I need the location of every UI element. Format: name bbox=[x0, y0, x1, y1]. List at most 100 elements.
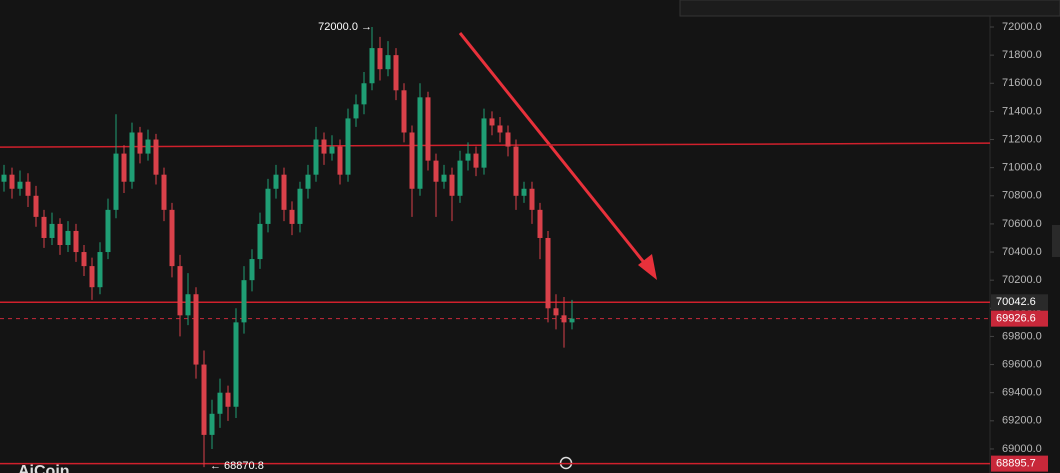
candle-body bbox=[57, 223, 63, 246]
candle-body bbox=[433, 160, 439, 182]
candle-body bbox=[513, 146, 519, 196]
candle-body bbox=[289, 209, 295, 224]
y-tick-label: 69600.0 bbox=[1002, 358, 1042, 370]
candle-body bbox=[409, 132, 415, 189]
candle-body bbox=[97, 252, 103, 288]
candle-body bbox=[73, 230, 79, 253]
candle-body bbox=[81, 252, 87, 267]
candle-body bbox=[561, 315, 567, 323]
candle-body bbox=[457, 160, 463, 196]
candle-body bbox=[121, 153, 127, 182]
candle-body bbox=[241, 280, 247, 323]
candle-body bbox=[17, 181, 23, 189]
candle-body bbox=[553, 308, 559, 316]
candle-body bbox=[353, 104, 359, 119]
y-tick-label: 71600.0 bbox=[1002, 77, 1042, 89]
candle-body bbox=[129, 132, 135, 182]
candle-body bbox=[521, 188, 527, 196]
candle-body bbox=[225, 392, 231, 407]
y-tick-label: 69000.0 bbox=[1002, 443, 1042, 455]
high-annotation: 72000.0 → bbox=[318, 21, 372, 33]
y-tick-label: 71200.0 bbox=[1002, 133, 1042, 145]
candle-body bbox=[185, 294, 191, 316]
last-price-label: 69926.6 bbox=[996, 313, 1036, 325]
candle-body bbox=[345, 118, 351, 175]
y-tick-label: 70600.0 bbox=[1002, 218, 1042, 230]
candle-body bbox=[145, 139, 151, 154]
y-tick-label: 69400.0 bbox=[1002, 387, 1042, 399]
price-label: 70042.6 bbox=[996, 296, 1036, 308]
price-label-box bbox=[991, 294, 1048, 311]
candle-body bbox=[441, 174, 447, 182]
candle-body bbox=[257, 223, 263, 260]
scroll-handle[interactable] bbox=[1052, 225, 1060, 257]
y-tick-label: 69200.0 bbox=[1002, 415, 1042, 427]
candle-body bbox=[489, 118, 495, 126]
candle-body bbox=[193, 294, 199, 365]
candle-body bbox=[473, 153, 479, 168]
candle-body bbox=[529, 188, 535, 210]
candle-body bbox=[545, 237, 551, 309]
toolbar[interactable] bbox=[679, 0, 1060, 17]
y-tick-label: 69800.0 bbox=[1002, 330, 1042, 342]
y-tick-label: 70400.0 bbox=[1002, 246, 1042, 258]
y-tick-label: 71800.0 bbox=[1002, 49, 1042, 61]
candle-body bbox=[65, 230, 71, 246]
candle-body bbox=[89, 266, 95, 288]
watermark: AiCoin bbox=[18, 463, 70, 473]
candle-body bbox=[177, 266, 183, 316]
low-annotation: ← 68870.8 bbox=[210, 460, 264, 472]
candle-body bbox=[9, 174, 15, 189]
y-tick-label: 70800.0 bbox=[1002, 190, 1042, 202]
candle-body bbox=[505, 132, 511, 147]
candle-body bbox=[377, 48, 383, 70]
candle-body bbox=[313, 139, 319, 175]
y-tick-label: 71000.0 bbox=[1002, 162, 1042, 174]
candle-body bbox=[417, 97, 423, 189]
candle-body bbox=[233, 322, 239, 407]
candle-body bbox=[201, 364, 207, 435]
candle-body bbox=[209, 413, 215, 435]
candle-body bbox=[569, 318, 575, 323]
candle-body bbox=[481, 118, 487, 168]
candle-body bbox=[393, 55, 399, 91]
candle-body bbox=[161, 174, 167, 210]
candle-body bbox=[361, 83, 367, 105]
candle-body bbox=[329, 146, 335, 154]
candle-body bbox=[49, 223, 55, 238]
candle-body bbox=[153, 139, 159, 175]
candle-body bbox=[265, 188, 271, 224]
y-tick-label: 70200.0 bbox=[1002, 274, 1042, 286]
price-label-box bbox=[991, 455, 1048, 472]
candle-body bbox=[369, 48, 375, 84]
price-label: 68895.7 bbox=[996, 458, 1036, 470]
last-price-box bbox=[991, 310, 1048, 327]
arrow-head bbox=[638, 254, 657, 280]
candle-body bbox=[385, 55, 391, 70]
y-tick-label: 72000.0 bbox=[1002, 21, 1042, 33]
candle-body bbox=[401, 90, 407, 133]
candle-body bbox=[425, 97, 431, 161]
candle-body bbox=[25, 181, 31, 196]
candle-body bbox=[137, 132, 143, 154]
candle-body bbox=[33, 195, 39, 217]
candle-body bbox=[449, 174, 455, 196]
candle-body bbox=[497, 125, 503, 133]
candle-body bbox=[281, 174, 287, 210]
candle-body bbox=[321, 139, 327, 154]
arrow bbox=[458, 32, 652, 271]
candle-body bbox=[169, 209, 175, 267]
candle-body bbox=[217, 392, 223, 414]
y-tick-label: 71400.0 bbox=[1002, 105, 1042, 117]
candle-body bbox=[249, 259, 255, 281]
candle-body bbox=[465, 153, 471, 161]
candle-body bbox=[297, 188, 303, 224]
candle-body bbox=[41, 216, 47, 238]
candle-body bbox=[337, 146, 343, 175]
trend-line bbox=[0, 142, 991, 148]
candle-body bbox=[113, 153, 119, 210]
candle-body bbox=[537, 209, 543, 238]
candle-body bbox=[1, 174, 7, 182]
